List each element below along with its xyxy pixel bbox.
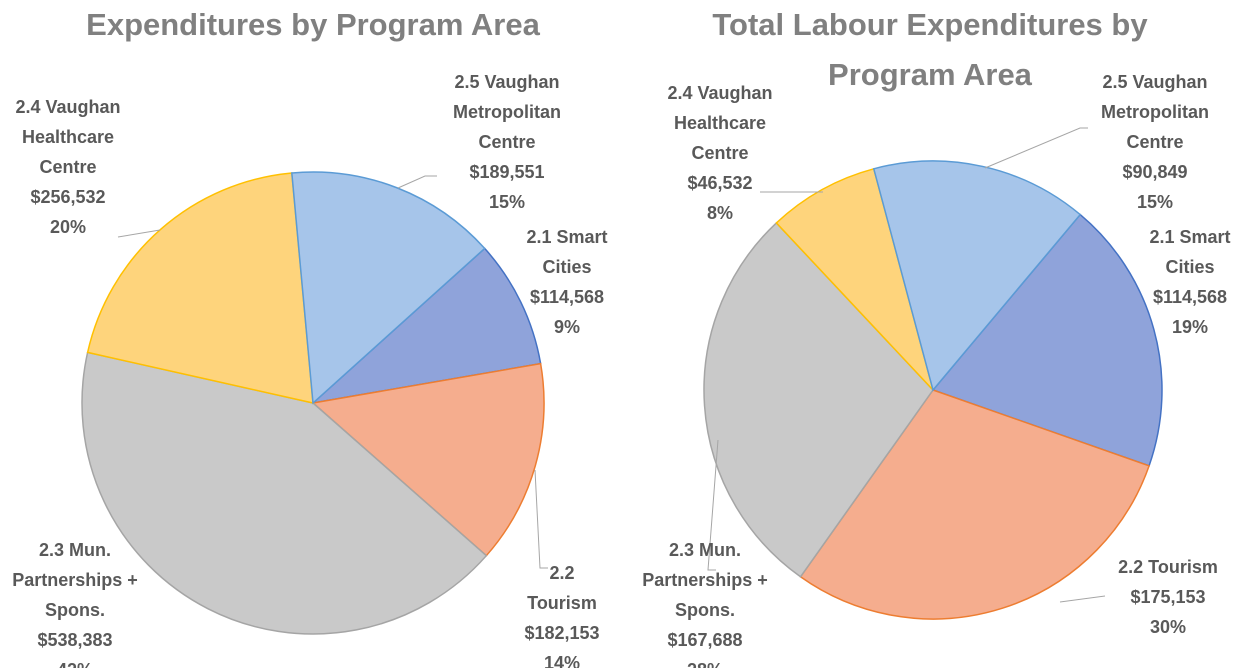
leader-line [984, 127, 1088, 169]
value-label: $175,153 [1130, 587, 1206, 607]
pie-slice [872, 160, 1082, 392]
data-label: 2.1 Smart Cities $114,568 9% [512, 222, 622, 342]
pie-slice [775, 167, 934, 391]
category-label: 2.3 Mun. Partnerships + Spons. [12, 540, 138, 620]
category-label: 2.4 Vaughan Healthcare Centre [15, 97, 121, 177]
percent-label: 15% [488, 192, 526, 212]
percent-label: 9% [553, 317, 580, 337]
chart-title: Total Labour Expenditures by Program Are… [712, 7, 1148, 92]
percent-label: 20% [49, 217, 87, 237]
chart-title: Expenditures by Program Area [86, 7, 540, 42]
category-label: 2.4 Vaughan Healthcare Centre [667, 83, 773, 163]
category-label: 2.5 Vaughan Metropolitan Centre [1101, 72, 1209, 152]
category-label: 2.3 Mun. Partnerships + Spons. [642, 540, 768, 620]
data-label: 2.2 Tourism $175,153 30% [1113, 552, 1223, 642]
value-label: $182,153 [524, 623, 600, 643]
value-label: $538,383 [37, 630, 113, 650]
leader-line [707, 439, 719, 571]
pie-slice [86, 172, 314, 404]
data-label: 2.5 Vaughan Metropolitan Centre $189,551 1… [432, 67, 582, 217]
percent-label: 19% [1171, 317, 1209, 337]
pie-slice [799, 389, 1151, 620]
data-label: 2.1 Smart Cities $114,568 19% [1135, 222, 1245, 342]
pie-slice [310, 247, 542, 405]
data-label: 2.5 Vaughan Metropolitan Centre $90,849 15… [1080, 67, 1230, 217]
percent-label: 28% [635, 655, 775, 668]
percent-label: 15% [1136, 192, 1174, 212]
value-label: $256,532 [30, 187, 106, 207]
value-label: $90,849 [1122, 162, 1188, 182]
pie-slice [291, 171, 486, 405]
value-label: $167,688 [667, 630, 743, 650]
pie-slice [931, 213, 1163, 467]
data-label: 2.4 Vaughan Healthcare Centre $256,532 20% [13, 92, 123, 242]
category-label: 2.2 Tourism [527, 563, 597, 613]
data-label: 2.2 Tourism $182,153 14% [517, 558, 607, 668]
percent-label: 14% [543, 653, 581, 668]
category-label: 2.5 Vaughan Metropolitan Centre [453, 72, 561, 152]
value-label: $189,551 [469, 162, 545, 182]
data-label: 2.3 Mun. Partnerships + Spons. $167,688 28… [635, 535, 775, 668]
category-label: 2.2 Tourism [1118, 557, 1218, 577]
leader-line [117, 229, 161, 238]
value-label: $114,568 [1152, 287, 1228, 307]
value-label: $46,532 [687, 173, 753, 193]
percent-label: 8% [706, 203, 733, 223]
leader-line [1059, 595, 1106, 603]
category-label: 2.1 Smart Cities [526, 227, 608, 277]
data-label: 2.3 Mun. Partnerships + Spons. $538,383 42… [0, 535, 155, 668]
pie-slice [703, 221, 934, 578]
data-label: 2.4 Vaughan Healthcare Centre $46,532 8% [655, 78, 785, 228]
leader-line [397, 175, 437, 189]
leader-line [534, 469, 548, 569]
pie-slice [311, 362, 545, 557]
percent-label: 30% [1149, 617, 1187, 637]
percent-label: 42% [0, 655, 155, 668]
pie-slice [81, 351, 488, 635]
category-label: 2.1 Smart Cities [1149, 227, 1231, 277]
value-label: $114,568 [529, 287, 605, 307]
